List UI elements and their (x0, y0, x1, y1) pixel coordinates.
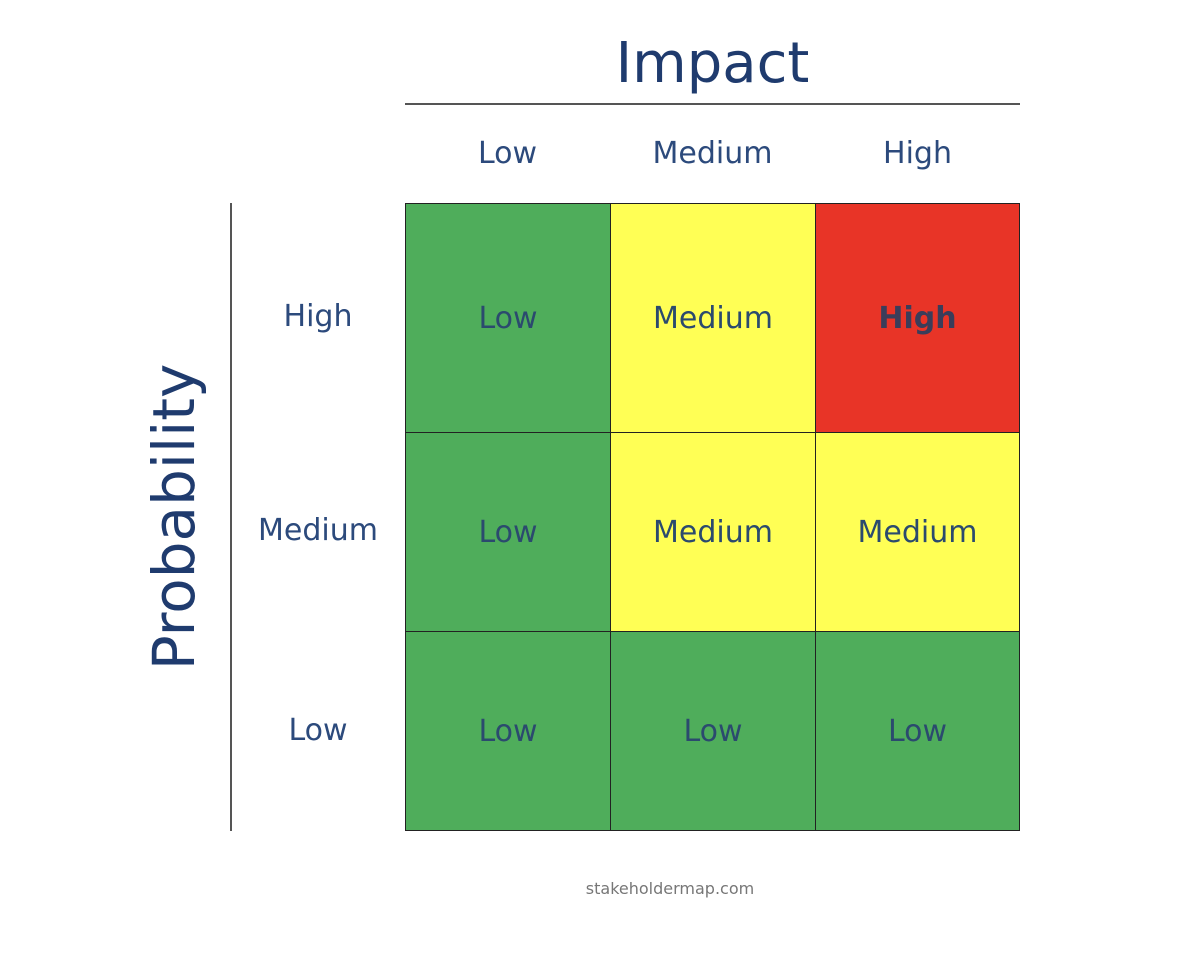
probability-axis-title-text: Probability (140, 363, 208, 671)
matrix-cell-low-high: Low (815, 631, 1020, 831)
matrix-cell-medium-medium: Medium (610, 432, 816, 632)
matrix-cell-low-low: Low (405, 631, 611, 831)
row-label-low: Low (288, 713, 348, 748)
matrix-cell-medium-low: Low (405, 432, 611, 632)
probability-divider-line (230, 203, 232, 831)
footer-source-credit: stakeholdermap.com (585, 879, 755, 898)
matrix-cell-medium-high: Medium (815, 432, 1020, 632)
column-label-low: Low (477, 136, 538, 171)
matrix-cell-high-high: High (815, 203, 1020, 433)
impact-divider-line (405, 103, 1020, 105)
row-label-high: High (283, 299, 353, 334)
matrix-cell-high-medium: Medium (610, 203, 816, 433)
risk-matrix-grid: Low Medium High Low Medium Medium Low Lo… (405, 203, 1020, 831)
matrix-cell-high-low: Low (405, 203, 611, 433)
column-label-medium: Medium (652, 136, 773, 171)
impact-axis-title: Impact (615, 31, 810, 96)
row-label-medium: Medium (258, 513, 378, 548)
matrix-cell-low-medium: Low (610, 631, 816, 831)
column-label-high: High (883, 136, 952, 171)
